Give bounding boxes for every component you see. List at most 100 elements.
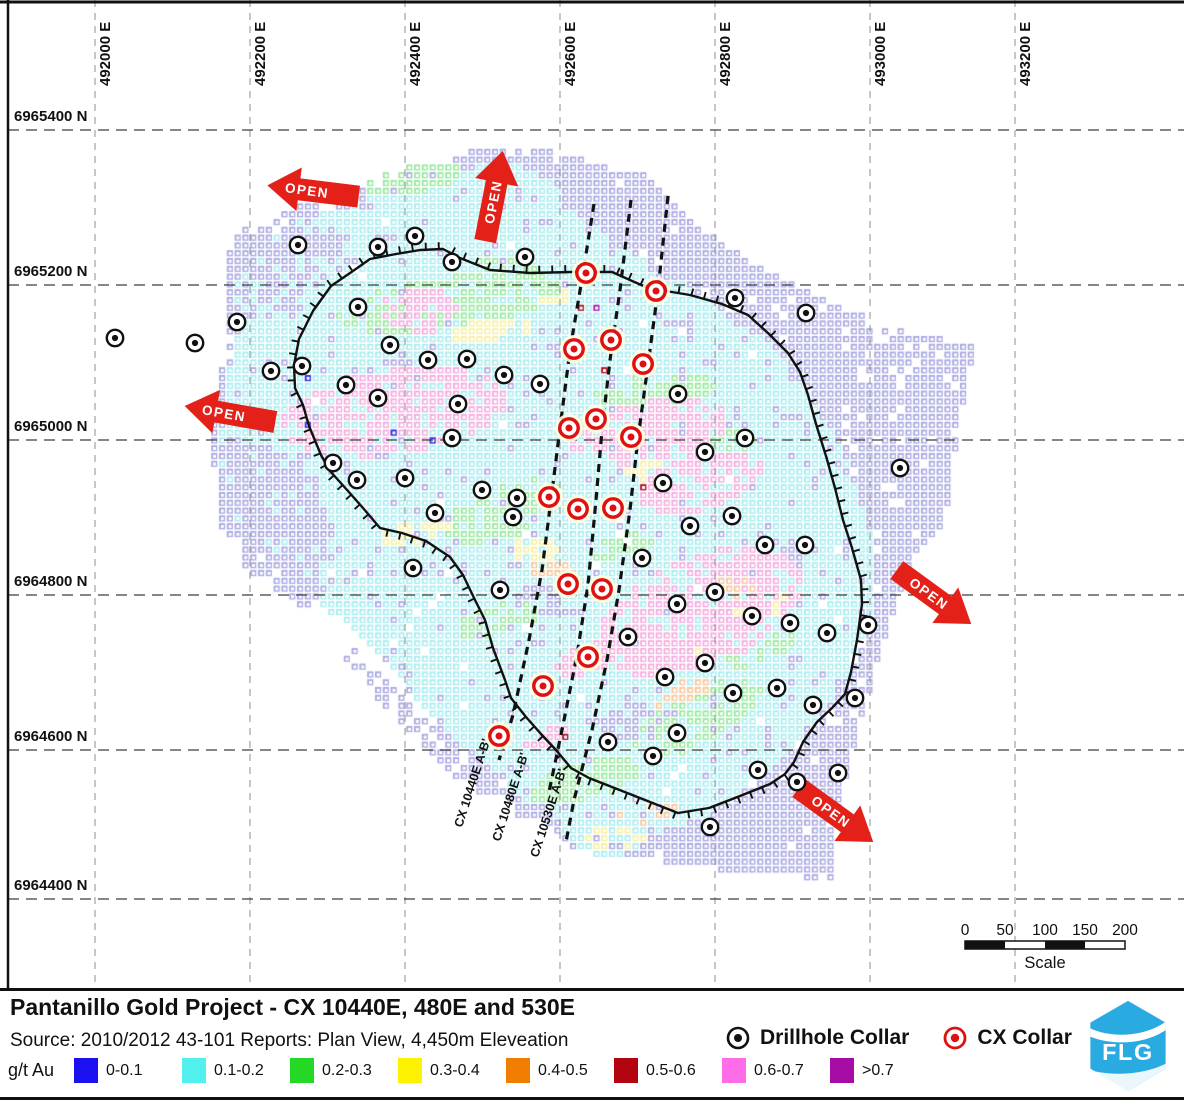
drillhole-collar bbox=[448, 394, 468, 414]
grade-swatch bbox=[830, 1058, 854, 1083]
cx-collar bbox=[560, 335, 588, 363]
boundary-hachure-tick bbox=[848, 536, 857, 540]
easting-label: 492600 E bbox=[562, 22, 579, 86]
northing-label: 6964400 N bbox=[14, 877, 87, 894]
boundary-hachure-tick bbox=[494, 670, 503, 675]
cx-collar bbox=[555, 414, 583, 442]
drillhole-collar bbox=[395, 468, 415, 488]
grade-swatch bbox=[290, 1058, 314, 1083]
drillhole-collar bbox=[632, 548, 652, 568]
grade-legend-entry: 0.2-0.3 bbox=[290, 1058, 398, 1083]
boundary-hachure-tick bbox=[820, 436, 828, 440]
drillhole-collar bbox=[442, 252, 462, 272]
drillhole-collar bbox=[755, 535, 775, 555]
section-line bbox=[564, 195, 670, 843]
drillhole-collar bbox=[705, 582, 725, 602]
boundary-hachure-tick bbox=[715, 295, 720, 303]
boundary-hachure-tick bbox=[486, 262, 492, 270]
section-line-label: CX 10530E A-B' bbox=[528, 767, 570, 859]
drillhole-collar bbox=[803, 695, 823, 715]
boundary-hachure-tick bbox=[354, 503, 361, 510]
cx-collar bbox=[597, 326, 625, 354]
collar-legend: Drillhole Collar CX Collar bbox=[724, 1024, 1072, 1052]
drillhole-collar bbox=[425, 503, 445, 523]
map-overlay: 492000 E 492200 E 492400 E 492600 E 492800 E… bbox=[0, 0, 1184, 988]
grade-legend-entry: 0.6-0.7 bbox=[722, 1058, 830, 1083]
drillhole-collar bbox=[667, 594, 687, 614]
open-arrow-label: OPEN bbox=[284, 180, 330, 201]
northing-label: 6964800 N bbox=[14, 573, 87, 590]
boundary-hachure-tick bbox=[854, 652, 862, 656]
cx-collar bbox=[629, 350, 657, 378]
boundary-hachure-tick bbox=[499, 263, 502, 271]
boundary-hachure-tick bbox=[818, 719, 825, 726]
northing-label: 6965200 N bbox=[14, 263, 87, 280]
boundary-hachure-tick bbox=[859, 573, 868, 578]
drillhole-collar bbox=[890, 458, 910, 478]
open-arrow: OPEN bbox=[267, 167, 360, 212]
drillhole-collar bbox=[530, 374, 550, 394]
drillhole-collar bbox=[598, 732, 618, 752]
boundary-hachure-tick bbox=[385, 529, 389, 537]
drillhole-collar bbox=[722, 506, 742, 526]
drillhole-collar bbox=[817, 623, 837, 643]
boundary-hachure-tick bbox=[525, 265, 528, 273]
boundary-hachure-tick bbox=[824, 448, 832, 453]
boundary-hachure-tick bbox=[623, 792, 628, 800]
drillhole-collar bbox=[858, 615, 878, 635]
boundary-hachure-tick bbox=[672, 811, 677, 819]
zone-boundary bbox=[292, 247, 864, 815]
boundary-hachure-tick bbox=[783, 773, 790, 781]
easting-label: 492000 E bbox=[97, 22, 114, 86]
grade-label: 0.6-0.7 bbox=[754, 1061, 804, 1079]
drillhole-collar bbox=[695, 653, 715, 673]
footer-bottom-border bbox=[0, 1097, 1184, 1100]
boundary-hachure-tick bbox=[856, 561, 864, 565]
grade-swatch bbox=[614, 1058, 638, 1083]
boundary-hachure-tick bbox=[482, 633, 490, 638]
boundary-hachure-tick bbox=[838, 498, 846, 503]
boundary-hachure-tick bbox=[647, 802, 653, 810]
boundary-hachure-tick bbox=[554, 754, 562, 761]
boundary-hachure-tick bbox=[503, 694, 511, 699]
boundary-hachure-tick bbox=[677, 286, 681, 294]
drillhole-collar bbox=[507, 488, 527, 508]
cx-collar-label: CX Collar bbox=[977, 1026, 1072, 1049]
cx-collar bbox=[554, 570, 582, 598]
grade-legend-entry: 0-0.1 bbox=[74, 1058, 182, 1083]
easting-label: 492800 E bbox=[717, 22, 734, 86]
boundary-hachure-tick bbox=[827, 710, 835, 717]
drillhole-collar bbox=[695, 442, 715, 462]
boundary-hachure-tick bbox=[852, 548, 860, 553]
easting-label: 492400 E bbox=[407, 22, 424, 86]
drillhole-collar bbox=[828, 763, 848, 783]
boundary-hachure-tick bbox=[398, 532, 402, 540]
scalebar-tick: 150 bbox=[1072, 922, 1098, 939]
boundary-hachure-tick bbox=[805, 386, 813, 391]
drillhole-collar bbox=[796, 303, 816, 323]
drillhole-collar bbox=[700, 817, 720, 837]
drillhole-collar bbox=[185, 333, 205, 353]
boundary-hachure-tick bbox=[587, 778, 592, 786]
boundary-hachure-tick bbox=[690, 288, 695, 296]
drillhole-collar bbox=[742, 606, 762, 626]
boundary-hachure-tick bbox=[835, 486, 843, 490]
open-arrow: OPEN bbox=[474, 150, 519, 244]
boundary-hachure-tick bbox=[700, 809, 704, 817]
drillhole-collar bbox=[368, 237, 388, 257]
boundary-hachure-tick bbox=[801, 373, 809, 378]
scalebar-tick: 50 bbox=[996, 922, 1014, 939]
drillhole-collar bbox=[472, 480, 492, 500]
boundary-hachure-tick bbox=[328, 474, 335, 481]
grade-legend-entry: 0.4-0.5 bbox=[506, 1058, 614, 1083]
boundary-hachure-tick bbox=[326, 279, 332, 287]
grade-heatmap bbox=[0, 0, 1184, 988]
drillhole-collar bbox=[748, 760, 768, 780]
cx-collar bbox=[564, 495, 592, 523]
boundary-hachure-tick bbox=[712, 805, 717, 814]
boundary-hachure-tick bbox=[724, 801, 730, 809]
boundary-hachure-tick bbox=[512, 264, 515, 272]
grade-swatch bbox=[182, 1058, 206, 1083]
grade-label: 0.5-0.6 bbox=[646, 1061, 696, 1079]
boundary-hachure-tick bbox=[702, 291, 707, 300]
